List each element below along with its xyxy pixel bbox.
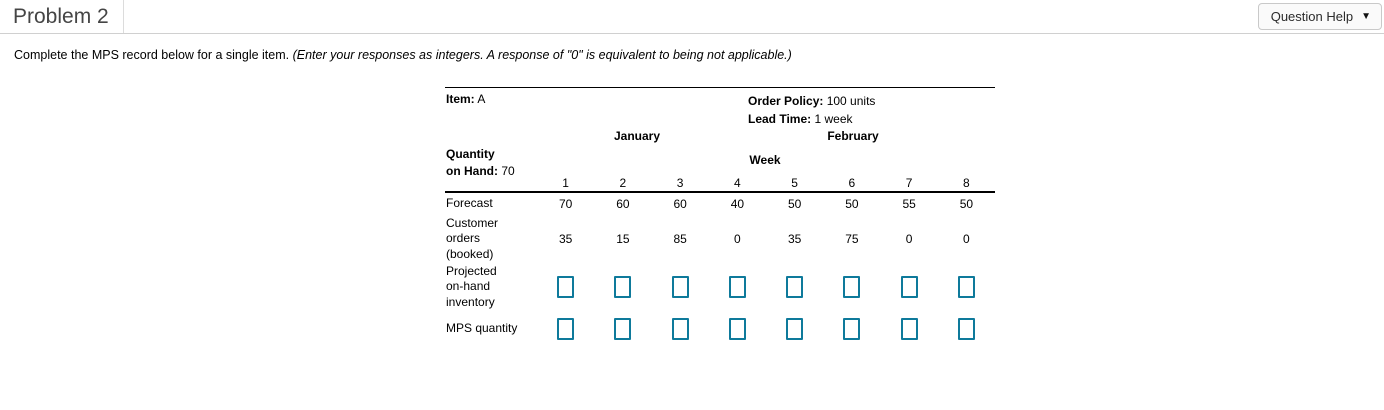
row-label-forecast: Forecast xyxy=(445,196,537,212)
projected-inventory-input-w1[interactable] xyxy=(557,276,575,298)
week-number-2: 2 xyxy=(619,176,627,190)
forecast-w4: 40 xyxy=(730,197,745,211)
forecast-w7: 55 xyxy=(902,197,916,211)
month-header-february: February xyxy=(827,129,879,143)
order-policy-value: 100 units xyxy=(826,94,876,108)
lead-time-value: 1 week xyxy=(814,112,853,126)
projected-inventory-input-w4[interactable] xyxy=(728,276,746,298)
question-help-button[interactable]: Question Help ▼ xyxy=(1257,3,1382,30)
mps-quantity-input-w1[interactable] xyxy=(557,317,575,340)
week-number-6: 6 xyxy=(848,176,856,190)
forecast-w3: 60 xyxy=(673,197,687,211)
instruction-italic: (Enter your responses as integers. A res… xyxy=(292,48,792,62)
item-label: Item: xyxy=(446,92,475,106)
table-row-customer-orders: Customer orders (booked) 35 15 85 0 35 7… xyxy=(445,215,995,263)
projected-inventory-input-w7[interactable] xyxy=(900,276,918,298)
week-number-3: 3 xyxy=(676,176,684,190)
customer-orders-w1: 35 xyxy=(558,232,573,246)
table-row-mps-quantity: MPS quantity xyxy=(445,311,995,346)
instruction-text: Complete the MPS record below for a sing… xyxy=(14,48,792,62)
mps-quantity-input-w4[interactable] xyxy=(728,317,746,340)
row-label-line: on-hand xyxy=(446,279,491,294)
row-label-customer-orders: Customer orders (booked) xyxy=(445,216,537,263)
row-label-line: Customer xyxy=(446,215,499,230)
customer-orders-w2: 15 xyxy=(616,232,630,246)
forecast-w5: 50 xyxy=(787,197,802,211)
instruction-lead: Complete the MPS record below for a sing… xyxy=(14,48,293,62)
projected-inventory-input-w5[interactable] xyxy=(786,276,804,298)
forecast-w1: 70 xyxy=(558,197,573,211)
mps-quantity-input-w2[interactable] xyxy=(614,317,632,340)
mps-quantity-input-w6[interactable] xyxy=(843,317,861,340)
customer-orders-w3: 85 xyxy=(673,232,687,246)
qoh-label-line2: on Hand: xyxy=(446,164,498,178)
lead-time-label: Lead Time: xyxy=(748,112,812,126)
row-label-mps-quantity: MPS quantity xyxy=(445,321,537,337)
mps-table-header: Item: A Order Policy: 100 units Lead Tim… xyxy=(445,87,995,193)
order-policy-label: Order Policy: xyxy=(748,94,824,108)
order-policy-line: Order Policy: 100 units xyxy=(748,92,875,110)
week-header: Week xyxy=(749,153,781,167)
forecast-w8: 50 xyxy=(959,197,974,211)
table-row-forecast: Forecast 70 60 60 40 50 50 55 50 xyxy=(445,193,995,215)
week-number-4: 4 xyxy=(734,176,741,190)
row-label-projected-inventory: Projected on-hand inventory xyxy=(445,264,537,311)
mps-quantity-input-w3[interactable] xyxy=(671,317,689,340)
row-label-line: (booked) xyxy=(446,246,494,261)
table-row-projected-inventory: Projected on-hand inventory xyxy=(445,263,995,311)
customer-orders-w4: 0 xyxy=(734,232,741,246)
page-title: Problem 2 xyxy=(0,0,124,33)
item-value: A xyxy=(477,92,486,106)
policy-block: Order Policy: 100 units Lead Time: 1 wee… xyxy=(748,92,875,128)
qoh-value: 70 xyxy=(501,164,515,178)
mps-table: Item: A Order Policy: 100 units Lead Tim… xyxy=(445,87,995,346)
quantity-on-hand: Quantity on Hand: 70 xyxy=(446,146,515,180)
row-label-line: Forecast xyxy=(446,196,493,211)
row-label-line: MPS quantity xyxy=(446,320,518,335)
customer-orders-w7: 0 xyxy=(905,232,913,246)
week-number-5: 5 xyxy=(791,176,798,190)
item-line: Item: A xyxy=(446,92,485,106)
customer-orders-w5: 35 xyxy=(787,232,802,246)
projected-inventory-input-w8[interactable] xyxy=(957,276,975,298)
projected-inventory-input-w2[interactable] xyxy=(614,276,632,298)
mps-quantity-input-w5[interactable] xyxy=(786,317,804,340)
week-number-row: 1 2 3 4 5 6 7 8 xyxy=(537,176,995,190)
projected-inventory-input-w3[interactable] xyxy=(671,276,689,298)
customer-orders-w6: 75 xyxy=(845,232,859,246)
week-number-1: 1 xyxy=(562,176,569,190)
week-number-7: 7 xyxy=(905,176,913,190)
week-number-8: 8 xyxy=(963,176,970,190)
customer-orders-w8: 0 xyxy=(963,232,970,246)
row-label-line: orders xyxy=(446,231,481,246)
lead-time-line: Lead Time: 1 week xyxy=(748,110,875,128)
mps-quantity-input-w7[interactable] xyxy=(900,317,918,340)
question-help-label: Question Help xyxy=(1270,9,1354,24)
qoh-label-line1: Quantity xyxy=(446,147,495,161)
header-bar: Problem 2 Question Help ▼ xyxy=(0,0,1384,34)
projected-inventory-input-w6[interactable] xyxy=(843,276,861,298)
row-label-line: Projected xyxy=(446,263,497,278)
chevron-down-icon: ▼ xyxy=(1361,10,1371,22)
month-header-january: January xyxy=(613,129,661,143)
forecast-w2: 60 xyxy=(616,197,630,211)
row-label-line: inventory xyxy=(446,294,495,309)
forecast-w6: 50 xyxy=(845,197,859,211)
mps-quantity-input-w8[interactable] xyxy=(957,317,975,340)
